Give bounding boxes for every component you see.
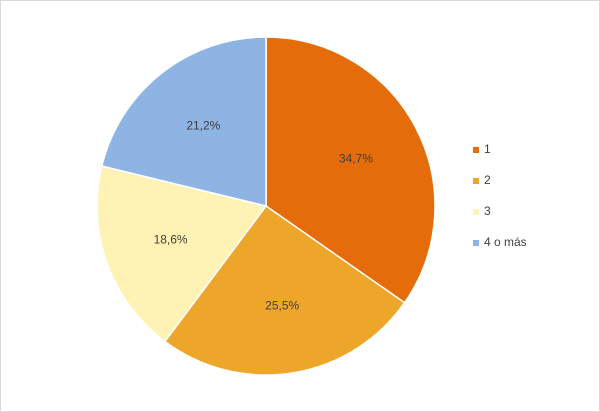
data-label: 18,6% [154, 233, 188, 247]
pie-slice [100, 36, 267, 207]
pie-slice [265, 36, 436, 304]
pie-slice [163, 204, 406, 376]
legend-label: 3 [484, 204, 491, 218]
data-label: 21,2% [186, 118, 220, 132]
data-label: 34,7% [339, 151, 373, 165]
legend-label: 1 [484, 142, 491, 156]
legend-label: 4 o más [484, 235, 527, 249]
legend-swatch [473, 240, 479, 246]
data-label: 25,5% [265, 298, 299, 312]
legend-swatch [473, 209, 479, 215]
legend-swatch [473, 147, 479, 153]
legend-swatch [473, 178, 479, 184]
pie-slice [96, 165, 268, 343]
legend-label: 2 [484, 173, 491, 187]
